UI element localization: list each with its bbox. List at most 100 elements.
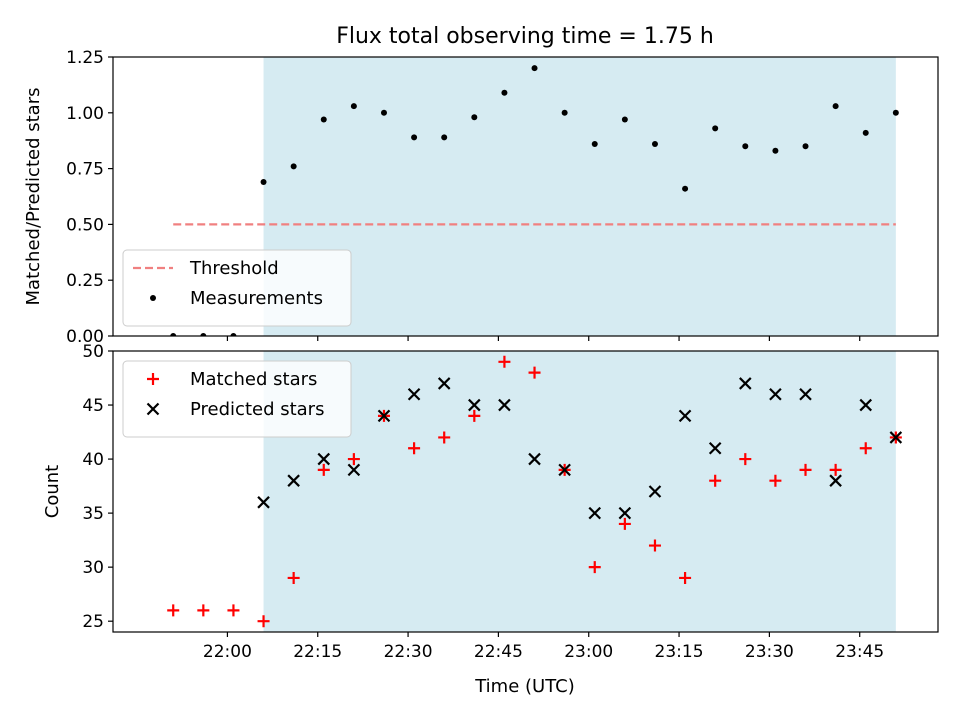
y-axis-label: Matched/Predicted stars xyxy=(23,88,44,306)
matched-star-point xyxy=(498,355,511,368)
y-axis-label: Count xyxy=(42,465,63,518)
legend-predicted-marker xyxy=(146,402,160,416)
matched-star-point xyxy=(468,409,481,422)
measurement-point xyxy=(772,147,779,154)
matched-star-point xyxy=(769,474,782,487)
matched-star-point xyxy=(709,474,722,487)
matched-star-point xyxy=(648,539,661,552)
matched-star-point xyxy=(799,463,812,476)
y-tick-label: 0.25 xyxy=(66,271,104,291)
x-tick-label: 22:30 xyxy=(384,642,433,662)
measurement-point xyxy=(832,103,839,110)
measurement-point xyxy=(862,129,869,136)
measurement-point xyxy=(501,89,508,96)
predicted-star-point xyxy=(287,474,300,487)
matched-star-point xyxy=(679,571,692,584)
measurement-point xyxy=(170,333,177,336)
predicted-star-point xyxy=(739,377,752,390)
measurement-point xyxy=(230,333,237,336)
predicted-star-point xyxy=(799,387,812,401)
data-markers xyxy=(170,65,899,336)
measurement-point xyxy=(802,143,809,150)
matched-star-point xyxy=(257,615,270,628)
matched-star-point xyxy=(167,604,180,617)
predicted-star-point xyxy=(829,474,842,487)
x-tick-label: 22:00 xyxy=(203,642,252,662)
predicted-star-point xyxy=(257,496,270,509)
chart-panel-2: 25 30 35 40 45 50 22:00 22:15 22:30 22:45 23:00 23:… xyxy=(42,342,939,662)
x-tick-label: 23:00 xyxy=(564,642,613,662)
predicted-star-point xyxy=(468,398,481,412)
y-tick-label: 0.50 xyxy=(66,215,104,235)
matched-star-point xyxy=(287,571,300,584)
y-tick-label: 0.00 xyxy=(66,327,104,347)
matched-star-point xyxy=(829,463,842,476)
legend-measurement-marker xyxy=(150,295,156,301)
y-tick-label: 25 xyxy=(82,612,104,632)
y-tick-label: 1.00 xyxy=(66,104,104,124)
matched-star-point xyxy=(859,442,872,455)
legend: Matched stars Predicted stars xyxy=(122,360,352,438)
x-tick-label: 22:15 xyxy=(293,642,342,662)
legend-label: Measurements xyxy=(190,288,323,309)
predicted-star-point xyxy=(678,409,692,423)
measurement-point xyxy=(651,141,658,148)
axes-frame xyxy=(112,350,939,633)
measurement-point xyxy=(320,116,327,123)
predicted-star-point xyxy=(708,441,722,455)
matched-star-point xyxy=(618,517,631,530)
observing-span xyxy=(263,57,896,336)
axes-frame xyxy=(112,56,939,337)
legend-box xyxy=(122,249,352,327)
measurement-point xyxy=(350,103,357,110)
predicted-star-point xyxy=(769,387,782,401)
measurement-point xyxy=(200,333,207,336)
predicted-star-point xyxy=(588,506,602,520)
legend-label: Threshold xyxy=(189,258,279,279)
predicted-star-point xyxy=(407,387,421,401)
chart-title: Flux total observing time = 1.75 h xyxy=(336,24,714,49)
x-tick-label: 23:30 xyxy=(745,642,794,662)
y-tick-label: 30 xyxy=(82,558,104,578)
x-axis-label: Time (UTC) xyxy=(474,676,575,697)
y-tick-label: 0.75 xyxy=(66,160,104,180)
measurement-point xyxy=(441,134,448,141)
measurement-point xyxy=(471,114,478,121)
y-tick-label: 45 xyxy=(82,396,104,416)
measurement-point xyxy=(682,185,689,192)
predicted-star-point xyxy=(558,463,571,477)
observing-span xyxy=(263,351,896,632)
matched-star-point xyxy=(408,442,421,455)
predicted-star-point xyxy=(437,377,451,390)
measurement-point xyxy=(712,125,719,132)
x-tick-label: 22:45 xyxy=(474,642,523,662)
measurement-point xyxy=(260,178,267,185)
matched-star-point xyxy=(438,431,451,444)
legend: Threshold Measurements xyxy=(122,249,352,327)
data-markers xyxy=(167,355,903,628)
legend-matched-marker xyxy=(147,373,159,385)
matched-star-point xyxy=(197,604,210,617)
matched-star-point xyxy=(588,561,601,574)
predicted-star-point xyxy=(498,398,511,412)
measurement-point xyxy=(380,109,387,116)
predicted-star-point xyxy=(347,463,361,477)
matched-star-point xyxy=(528,366,541,379)
legend-box xyxy=(122,360,352,438)
predicted-star-point xyxy=(618,506,632,520)
matched-star-point xyxy=(317,463,330,476)
x-tick-label: 23:45 xyxy=(835,642,884,662)
y-tick-label: 35 xyxy=(82,504,104,524)
predicted-star-point xyxy=(889,431,903,444)
chart-panel-1: 0.00 0.25 0.50 0.75 1.00 1.25 Matched/Predicte… xyxy=(23,48,939,347)
measurement-point xyxy=(531,65,538,72)
y-tick-label: 40 xyxy=(82,450,104,470)
measurement-point xyxy=(290,163,297,170)
y-tick-label: 50 xyxy=(82,342,104,362)
legend-label: Predicted stars xyxy=(190,399,324,420)
legend-label: Matched stars xyxy=(190,369,317,390)
matched-star-point xyxy=(739,453,752,466)
measurement-point xyxy=(742,143,749,150)
y-tick-label: 1.25 xyxy=(66,48,104,68)
